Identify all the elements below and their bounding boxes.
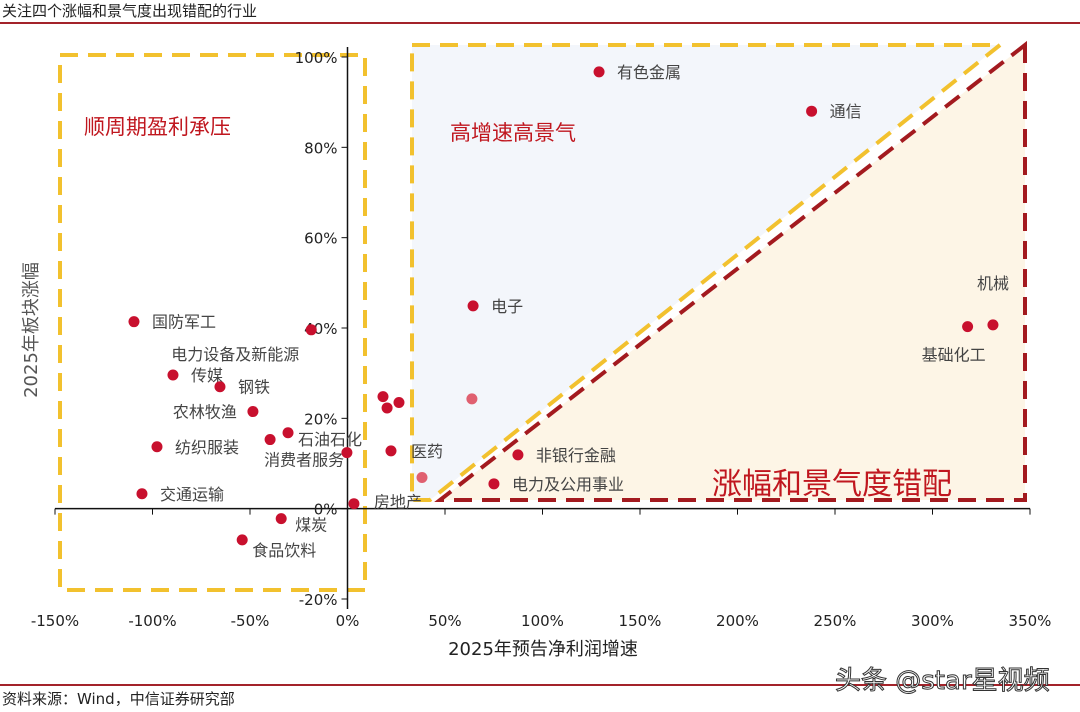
- data-point: [247, 406, 259, 418]
- data-point: [305, 324, 317, 336]
- data-point: [128, 316, 140, 328]
- region-label-high-growth: 高增速高景气: [450, 121, 576, 145]
- data-point: [416, 472, 428, 484]
- header-divider: [0, 22, 1080, 24]
- data-point-label: 非银行金融: [536, 446, 616, 465]
- data-point-label: 纺织服装: [175, 438, 239, 457]
- data-point: [348, 498, 360, 510]
- y-tick-label: 100%: [295, 49, 338, 67]
- x-tick-label: 300%: [911, 612, 954, 630]
- source-note: 资料来源：Wind，中信证券研究部: [2, 690, 235, 708]
- data-point: [593, 66, 605, 78]
- mismatch-region-border: [434, 40, 1027, 502]
- y-axis-label: 2025年板块涨幅: [21, 262, 42, 398]
- data-point: [377, 391, 389, 403]
- data-point: [512, 449, 524, 461]
- footer-divider: [0, 684, 1080, 686]
- x-tick-label: 0%: [336, 612, 360, 630]
- data-point: [167, 369, 179, 381]
- y-tick-label: 80%: [304, 139, 337, 157]
- data-point-label: 钢铁: [238, 378, 270, 397]
- high-growth-region-fill: [412, 45, 1000, 500]
- data-point-label: 煤炭: [295, 516, 327, 535]
- data-point: [151, 441, 163, 453]
- data-point-label: 农林牧渔: [173, 403, 237, 422]
- data-point: [987, 319, 999, 331]
- x-tick-label: -150%: [31, 612, 79, 630]
- x-tick-label: -100%: [128, 612, 176, 630]
- data-point-label: 房地产: [374, 493, 422, 512]
- data-point-label: 基础化工: [922, 346, 986, 365]
- x-tick-label: 250%: [814, 612, 857, 630]
- data-point: [381, 402, 393, 414]
- data-point: [264, 434, 276, 446]
- data-point: [466, 393, 478, 405]
- cyclical-region-border: [58, 53, 367, 592]
- data-point: [393, 397, 405, 409]
- x-tick-label: 200%: [716, 612, 759, 630]
- x-tick-label: 350%: [1009, 612, 1052, 630]
- data-point: [806, 105, 818, 117]
- data-point-label: 食品饮料: [252, 541, 316, 560]
- data-point: [236, 534, 248, 546]
- y-tick-label: 60%: [304, 230, 337, 248]
- y-tick-label: 0%: [314, 501, 338, 519]
- data-point-label: 医药: [411, 442, 443, 461]
- data-point: [488, 478, 500, 490]
- page-title: 关注四个涨幅和景气度出现错配的行业: [2, 2, 258, 20]
- data-point-label: 消费者服务: [264, 451, 344, 470]
- region-label-mismatch: 涨幅和景气度错配: [712, 467, 952, 502]
- x-tick-label: 100%: [521, 612, 564, 630]
- data-point: [341, 447, 353, 459]
- data-point-label: 国防军工: [152, 313, 216, 332]
- data-point-label: 电子: [491, 297, 523, 316]
- y-tick-label: -20%: [299, 591, 338, 609]
- x-axis-label: 2025年预告净利润增速: [448, 639, 638, 660]
- data-point-label: 电力设备及新能源: [171, 345, 299, 364]
- data-point: [962, 321, 974, 333]
- data-point-label: 传媒: [191, 366, 223, 385]
- data-point-label: 有色金属: [617, 63, 681, 82]
- data-point-label: 交通运输: [160, 485, 224, 504]
- high-growth-region-border: [410, 43, 1006, 502]
- data-point-label: 电力及公用事业: [512, 475, 624, 494]
- data-point-label: 石油石化: [298, 430, 362, 449]
- x-tick-label: 150%: [619, 612, 662, 630]
- data-point-label: 通信: [830, 102, 862, 121]
- data-point: [136, 488, 148, 500]
- data-point: [385, 445, 397, 457]
- data-point: [275, 513, 287, 525]
- x-tick-label: -50%: [231, 612, 270, 630]
- x-tick-label: 50%: [428, 612, 461, 630]
- data-point-label: 机械: [977, 274, 1009, 293]
- y-tick-label: 20%: [304, 410, 337, 428]
- data-point: [282, 427, 294, 439]
- region-label-cyclical: 顺周期盈利承压: [84, 115, 231, 139]
- watermark: 头条 @star星视频: [835, 666, 1051, 697]
- data-point: [467, 300, 479, 312]
- data-point: [214, 381, 226, 393]
